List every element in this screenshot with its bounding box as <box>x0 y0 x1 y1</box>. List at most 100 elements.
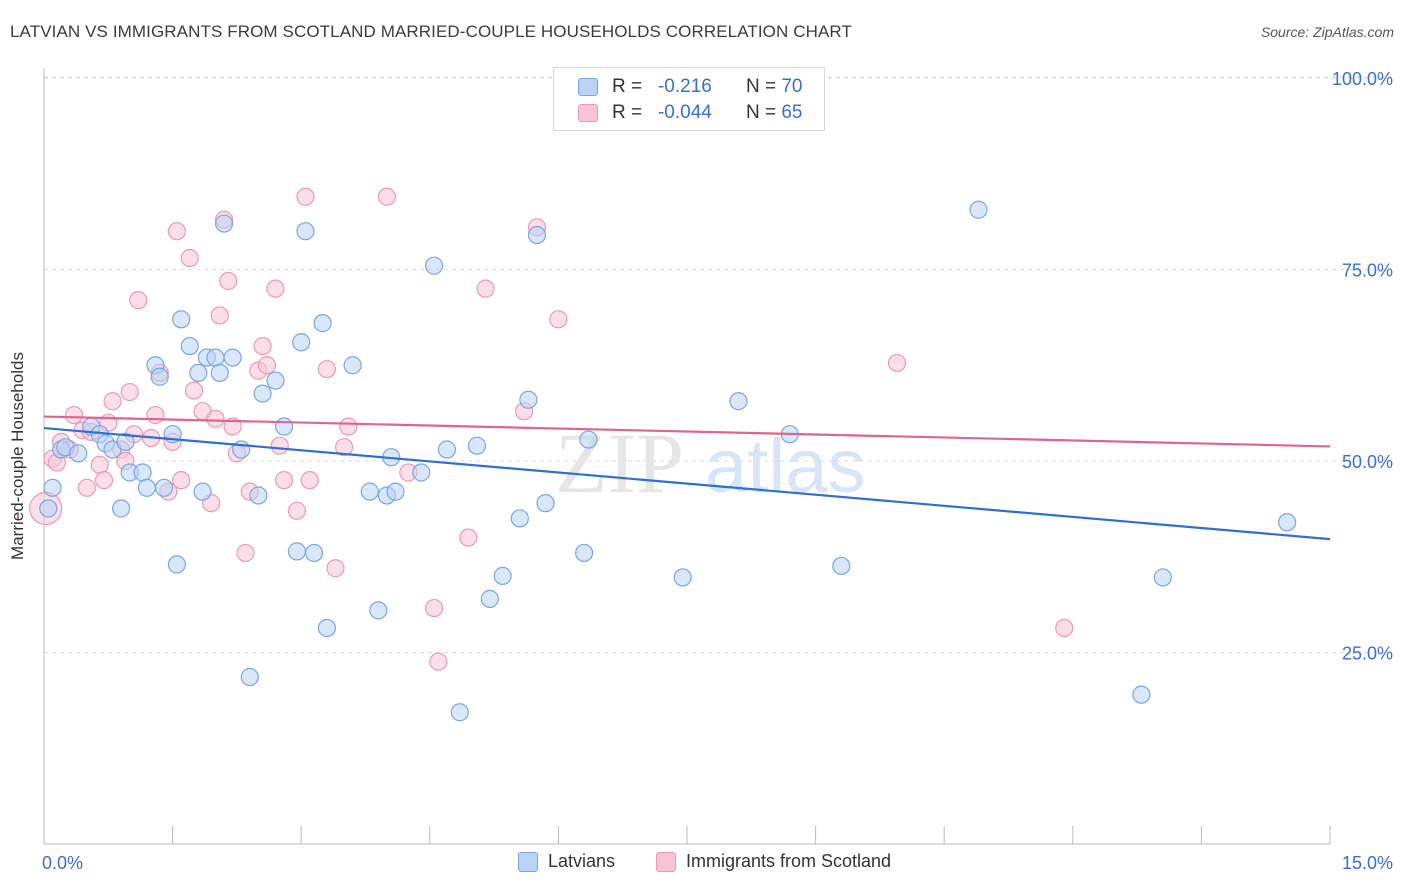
data-point <box>519 390 538 409</box>
data-point <box>266 371 285 390</box>
data-point <box>167 222 186 241</box>
data-point <box>120 382 139 402</box>
data-point <box>386 482 405 501</box>
tick-labels: 25.0% 50.0% 75.0% 100.0% 0.0% 15.0% <box>42 69 1393 873</box>
legend-label: Latvians <box>548 851 616 871</box>
data-point <box>167 555 186 574</box>
trend-line-latvians <box>43 426 1331 541</box>
data-point <box>236 543 255 563</box>
data-point <box>304 543 324 563</box>
data-point <box>112 499 131 518</box>
data-point <box>94 471 114 490</box>
r-label: R = <box>612 102 643 123</box>
legend-label: Immigrants from Scotland <box>686 851 892 871</box>
data-point <box>266 279 285 298</box>
y-tick-label: 25.0% <box>1342 644 1393 664</box>
data-point <box>189 363 208 383</box>
data-point <box>274 471 294 490</box>
data-point <box>300 471 319 490</box>
data-point <box>437 440 457 459</box>
data-point <box>133 463 152 482</box>
data-point <box>1132 685 1151 704</box>
data-point <box>467 436 487 455</box>
data-point <box>287 542 307 561</box>
data-point <box>1153 568 1172 587</box>
n-label: N = <box>745 76 777 97</box>
data-point <box>287 501 307 520</box>
data-point <box>480 589 499 608</box>
data-point <box>424 598 444 618</box>
data-point <box>172 471 191 490</box>
y-tick-label: 75.0% <box>1342 261 1393 281</box>
chart-title: LATVIAN VS IMMIGRANTS FROM SCOTLAND MARR… <box>10 22 852 41</box>
data-point <box>450 703 469 722</box>
data-point <box>313 314 332 333</box>
data-point <box>579 430 598 449</box>
data-point <box>339 417 358 436</box>
data-point <box>527 225 547 245</box>
data-point <box>369 601 388 620</box>
data-point <box>887 353 907 373</box>
legend-item-immigrants-from-scotland[interactable]: Immigrants from Scotland <box>656 851 891 872</box>
data-point <box>64 405 84 425</box>
data-point <box>172 310 191 329</box>
data-point <box>549 310 568 329</box>
data-point <box>240 667 259 687</box>
y-tick-label: 100.0% <box>1332 69 1393 89</box>
source-label: Source: ZipAtlas.com <box>1260 24 1394 40</box>
data-point <box>39 499 58 518</box>
data-point <box>326 559 345 578</box>
n-value: 65 <box>781 102 803 123</box>
legend-swatch-pink <box>656 851 676 872</box>
data-point <box>334 438 354 457</box>
r-value: -0.044 <box>657 102 712 123</box>
stats-row-scotland: R = -0.044 N = 65 <box>578 100 802 126</box>
data-point <box>673 568 692 587</box>
data-point <box>343 356 362 375</box>
trend-lines <box>43 415 1331 541</box>
data-point <box>296 222 315 241</box>
data-point <box>424 256 444 275</box>
data-point <box>180 337 199 356</box>
series-latvians <box>39 200 1297 722</box>
data-point <box>184 381 204 400</box>
n-label: N = <box>745 102 777 123</box>
x-tick-label: 15.0% <box>1342 853 1393 873</box>
data-point <box>150 367 169 386</box>
data-point <box>429 652 448 671</box>
data-point <box>493 566 512 586</box>
legend-item-latvians[interactable]: Latvians <box>518 851 615 872</box>
data-point <box>459 528 478 547</box>
data-point <box>274 417 294 436</box>
data-point <box>575 543 594 563</box>
data-point <box>1055 618 1074 638</box>
data-point <box>536 494 555 513</box>
data-point <box>214 214 234 233</box>
data-point <box>249 486 268 505</box>
data-point <box>969 200 988 219</box>
data-point <box>219 271 238 291</box>
data-point <box>412 463 431 482</box>
y-axis-label: Married-couple Households <box>8 352 27 560</box>
grid-lines <box>44 76 1392 653</box>
x-tick-label: 0.0% <box>42 853 83 873</box>
data-point <box>257 356 277 375</box>
stats-row-latvians: R = -0.216 N = 70 <box>578 74 802 100</box>
trend-line-scotland <box>43 415 1331 448</box>
data-point <box>206 409 225 428</box>
legend-swatch-blue <box>518 851 538 872</box>
data-point <box>193 482 212 501</box>
data-point <box>77 478 96 497</box>
data-point <box>292 333 311 352</box>
data-point <box>253 384 272 403</box>
data-point <box>832 556 851 576</box>
data-point <box>129 291 148 310</box>
data-point <box>210 306 229 325</box>
data-point <box>90 455 109 474</box>
data-point <box>69 444 88 463</box>
data-point <box>1278 513 1297 532</box>
data-point <box>296 187 315 206</box>
data-point <box>510 509 529 528</box>
legend-swatch-pink <box>578 104 598 122</box>
